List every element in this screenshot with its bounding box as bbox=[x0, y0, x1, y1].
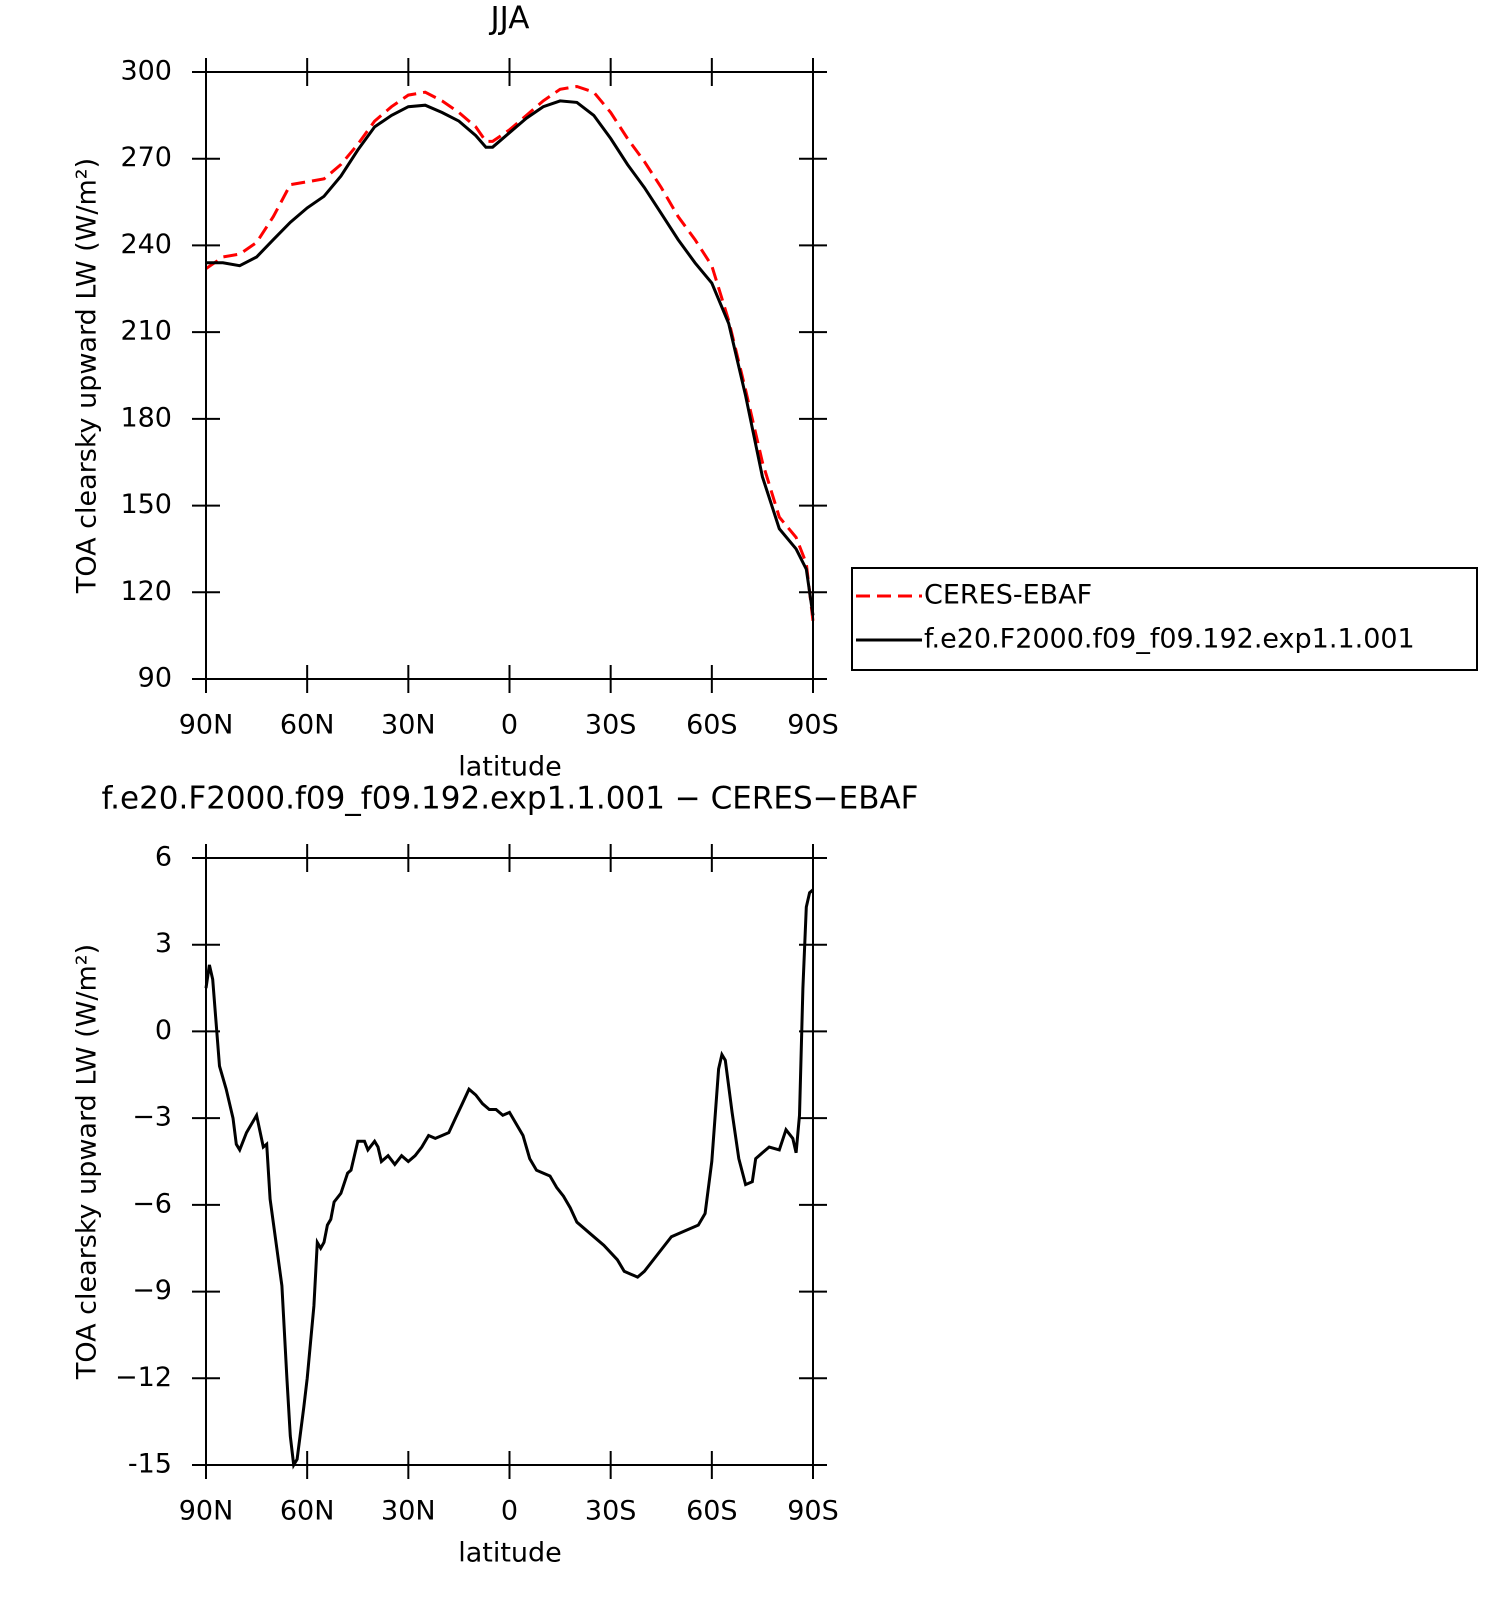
chart-title: f.e20.F2000.f09_f09.192.exp1.1.001 − CER… bbox=[101, 781, 918, 817]
plot-frame bbox=[205, 857, 814, 1466]
x-tick-label: 60S bbox=[686, 1496, 738, 1527]
x-axis-label: latitude bbox=[458, 1538, 562, 1569]
x-tick-label: 90S bbox=[787, 1496, 839, 1527]
x-tick-label: 60N bbox=[280, 710, 335, 741]
legend-label: CERES-EBAF bbox=[924, 580, 1092, 611]
x-tick-label: 30N bbox=[381, 1496, 436, 1527]
y-tick-label: −12 bbox=[115, 1362, 172, 1393]
y-tick-label: 180 bbox=[120, 402, 172, 433]
x-tick-label: 90N bbox=[179, 1496, 234, 1527]
x-tick-label: 90N bbox=[179, 710, 234, 741]
y-tick-label: 0 bbox=[155, 1015, 172, 1046]
y-tick-label: 150 bbox=[120, 489, 172, 520]
x-tick-label: 60N bbox=[280, 1496, 335, 1527]
y-tick-label: −3 bbox=[132, 1102, 172, 1133]
y-tick-label: 300 bbox=[120, 56, 172, 87]
y-tick-label: 120 bbox=[120, 576, 172, 607]
x-tick-label: 30S bbox=[585, 710, 637, 741]
y-axis-label: TOA clearsky upward LW (W/m²) bbox=[72, 158, 103, 594]
chart-title: JJA bbox=[489, 1, 530, 37]
x-axis-label: latitude bbox=[458, 752, 562, 783]
y-tick-label: −9 bbox=[132, 1275, 172, 1306]
y-tick-label: 270 bbox=[120, 142, 172, 173]
legend-box bbox=[851, 567, 1478, 671]
data-line bbox=[206, 99, 815, 616]
y-tick-label: -15 bbox=[128, 1449, 172, 1480]
y-tick-label: 6 bbox=[155, 842, 172, 873]
x-tick-label: 90S bbox=[787, 710, 839, 741]
y-axis-label: TOA clearsky upward LW (W/m²) bbox=[72, 944, 103, 1380]
y-tick-label: 90 bbox=[138, 663, 172, 694]
x-tick-label: 30N bbox=[381, 710, 436, 741]
x-tick-label: 0 bbox=[501, 710, 518, 741]
data-line bbox=[204, 888, 814, 1470]
legend: CERES-EBAF f.e20.F2000.f09_f09.192.exp1.1… bbox=[851, 567, 1478, 671]
x-tick-label: 60S bbox=[686, 710, 738, 741]
y-tick-label: 3 bbox=[155, 928, 172, 959]
plot-frame bbox=[205, 71, 814, 680]
y-tick-label: 210 bbox=[120, 316, 172, 347]
legend-label: f.e20.F2000.f09_f09.192.exp1.1.001 bbox=[924, 624, 1415, 655]
x-tick-label: 30S bbox=[585, 1496, 637, 1527]
y-tick-label: −6 bbox=[132, 1188, 172, 1219]
y-tick-label: 240 bbox=[120, 229, 172, 260]
data-line bbox=[205, 84, 815, 622]
x-tick-label: 0 bbox=[501, 1496, 518, 1527]
